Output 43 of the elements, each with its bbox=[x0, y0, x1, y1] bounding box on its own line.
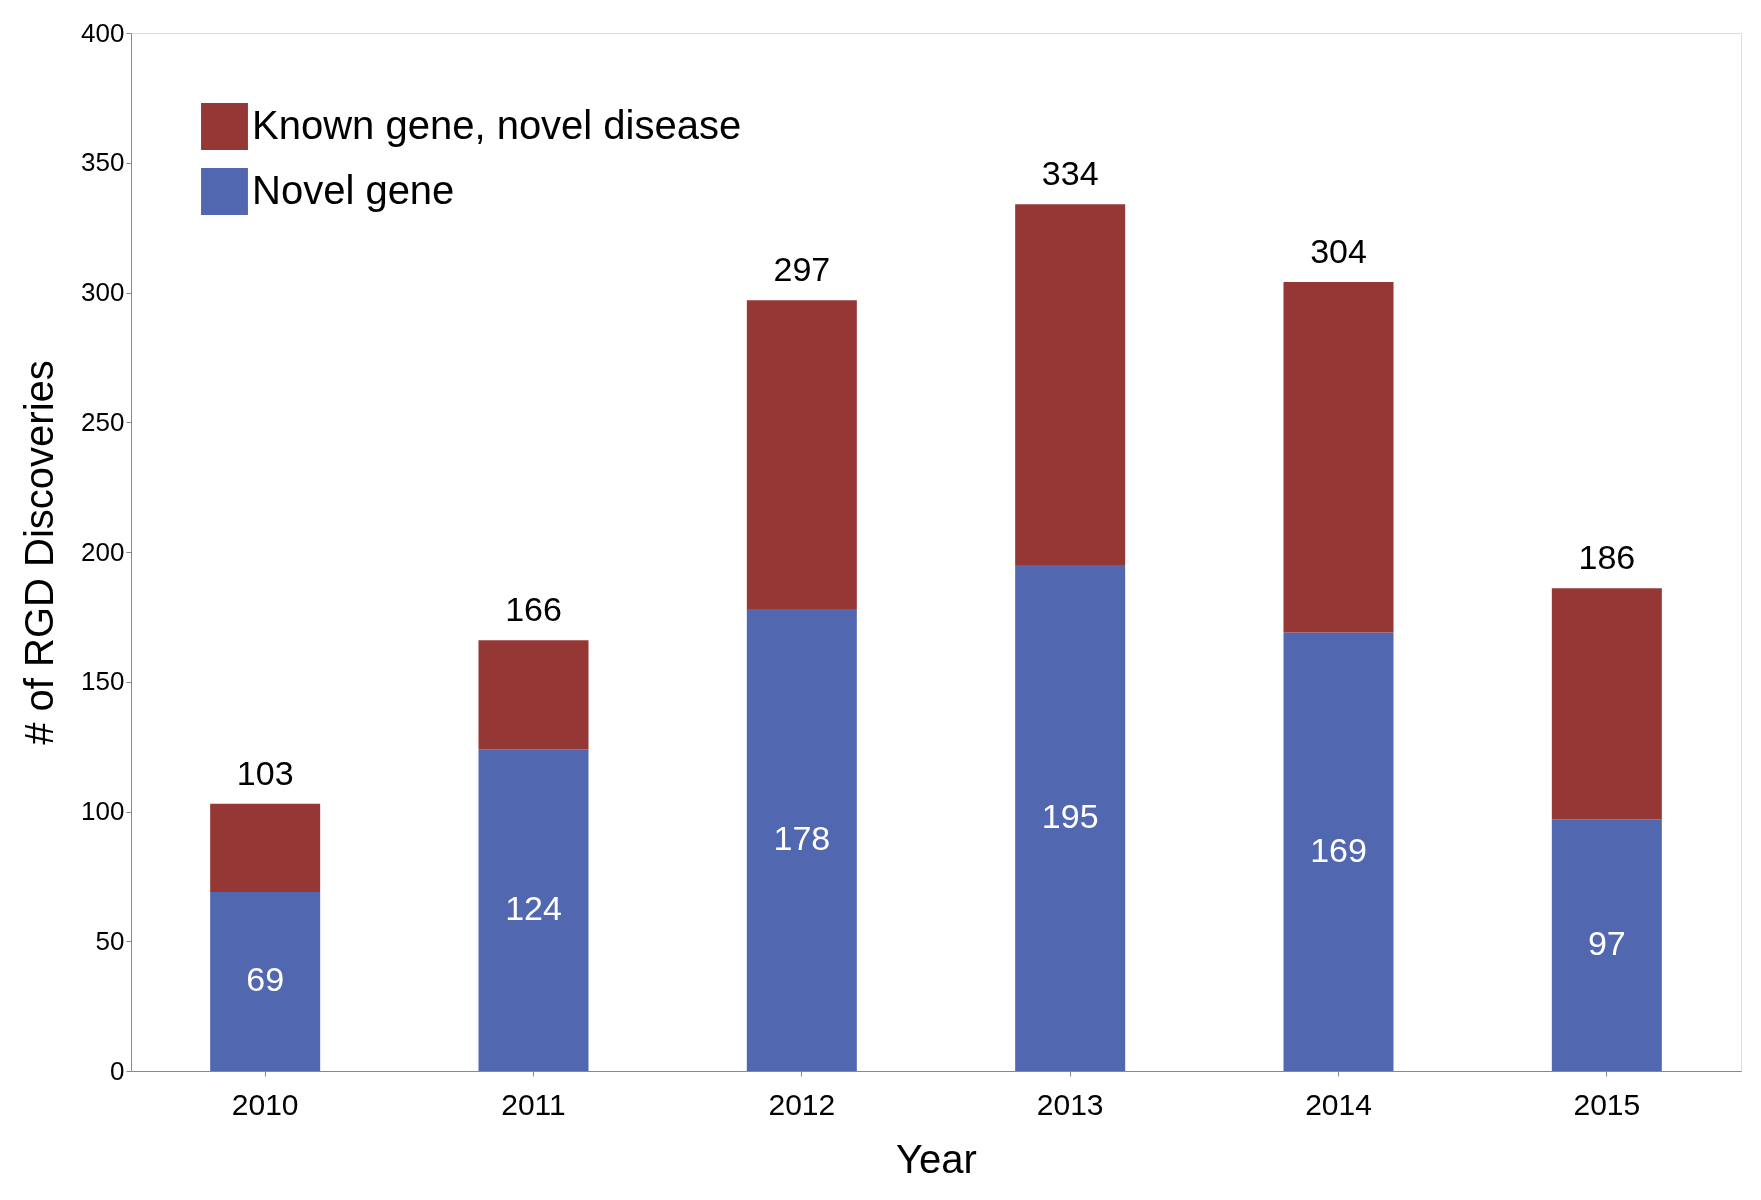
x-tick-label: 2015 bbox=[1573, 1087, 1641, 1121]
y-tick-label: 100 bbox=[81, 796, 125, 826]
x-tick-label: 2011 bbox=[501, 1087, 566, 1121]
bar bbox=[1015, 564, 1126, 1071]
bar bbox=[1283, 632, 1394, 1071]
data-label: 124 bbox=[505, 889, 562, 928]
y-tick-label: 50 bbox=[95, 925, 125, 956]
y-tick-label: 200 bbox=[81, 536, 125, 567]
bar bbox=[478, 640, 589, 750]
y-tick-label: 300 bbox=[81, 277, 125, 307]
bar bbox=[210, 803, 321, 892]
total-label: 297 bbox=[773, 250, 831, 289]
x-tick-label: 2012 bbox=[768, 1087, 836, 1121]
total-label: 186 bbox=[1578, 538, 1636, 577]
data-label: 69 bbox=[246, 960, 285, 999]
total-label: 334 bbox=[1041, 154, 1099, 193]
legend-label: Known gene, novel disease bbox=[252, 102, 742, 147]
x-tick-label: 2013 bbox=[1036, 1087, 1104, 1121]
total-label: 304 bbox=[1310, 232, 1367, 271]
y-tick-label: 400 bbox=[81, 17, 125, 48]
bar bbox=[1551, 819, 1662, 1071]
total-label: 103 bbox=[236, 753, 294, 792]
y-tick-label: 350 bbox=[81, 147, 125, 178]
y-tick-label: 150 bbox=[81, 666, 125, 697]
y-axis-title: # of RGD Discoveries bbox=[17, 360, 62, 745]
bar bbox=[1551, 588, 1662, 820]
bar bbox=[746, 300, 857, 610]
data-label: 178 bbox=[773, 819, 831, 858]
bar bbox=[1283, 282, 1394, 633]
bar bbox=[1015, 204, 1126, 565]
x-tick-label: 2014 bbox=[1305, 1087, 1372, 1121]
data-label: 195 bbox=[1041, 796, 1099, 835]
x-tick-label: 2010 bbox=[231, 1087, 299, 1121]
bar bbox=[210, 891, 321, 1071]
total-label: 166 bbox=[505, 590, 562, 629]
y-tick-label: 0 bbox=[110, 1055, 125, 1086]
x-axis-title: Year bbox=[896, 1136, 977, 1181]
y-tick-label: 250 bbox=[81, 406, 125, 437]
bar bbox=[746, 609, 857, 1071]
data-label: 97 bbox=[1587, 924, 1626, 963]
legend-label: Novel gene bbox=[252, 167, 455, 212]
bar bbox=[478, 749, 589, 1071]
data-label: 169 bbox=[1310, 830, 1367, 869]
